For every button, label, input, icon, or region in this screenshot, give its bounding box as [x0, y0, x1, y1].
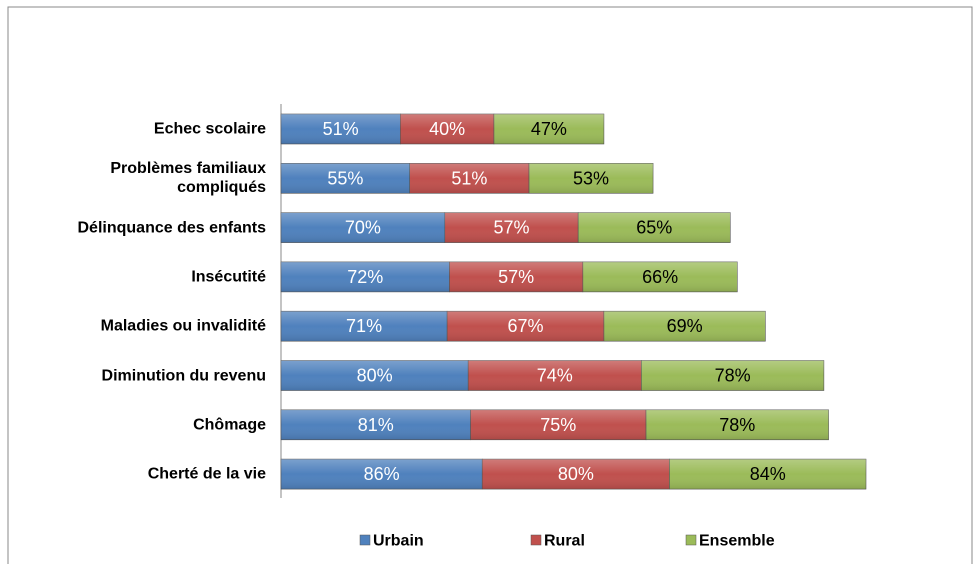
frame	[7, 6, 973, 564]
bar-shade	[400, 114, 494, 144]
value-label: 70%	[345, 218, 381, 238]
category-label: Maladies ou invalidité	[100, 317, 266, 335]
bar-shade	[669, 459, 866, 490]
bar-shade	[281, 360, 469, 391]
bar-shade	[281, 459, 483, 490]
value-label: 40%	[429, 119, 465, 139]
bar-shade	[281, 212, 445, 243]
value-label: 80%	[357, 366, 393, 386]
legend-label: Urbain	[373, 533, 424, 550]
category-label: Diminution du revenu	[101, 367, 266, 384]
bar-shade	[281, 261, 450, 292]
value-label: 75%	[540, 415, 576, 435]
bar-shade	[603, 311, 766, 342]
value-label: 81%	[358, 415, 394, 435]
value-label: 78%	[719, 415, 755, 435]
category-label: Chômage	[193, 416, 266, 434]
value-label: 67%	[508, 316, 544, 336]
legend-swatch	[530, 534, 542, 546]
bar-shade	[468, 360, 642, 391]
bar-shade	[281, 409, 471, 440]
value-label: 80%	[558, 464, 594, 484]
bar-shade	[444, 212, 579, 243]
bar-shade	[409, 163, 530, 194]
value-label: 51%	[451, 168, 487, 188]
legend-label: Rural	[544, 533, 585, 550]
bar-shade	[641, 360, 824, 391]
value-label: 53%	[573, 168, 609, 188]
value-label: 86%	[364, 464, 400, 484]
value-label: 72%	[347, 267, 383, 287]
bar-shade	[281, 114, 401, 144]
value-label: 84%	[750, 464, 786, 484]
legend-swatch	[685, 534, 697, 546]
value-label: 47%	[531, 119, 567, 139]
category-label: Insécutité	[191, 268, 266, 286]
value-label: 57%	[493, 218, 529, 238]
category-label: Echec scolaire	[153, 120, 266, 138]
value-label: 69%	[667, 316, 703, 336]
bar-shade	[470, 409, 647, 440]
value-label: 66%	[642, 267, 678, 287]
legend-swatch	[359, 534, 371, 546]
value-label: 51%	[323, 119, 359, 139]
value-label: 74%	[537, 366, 573, 386]
legend-label: Ensemble	[699, 533, 775, 550]
bar-shade	[281, 163, 410, 194]
value-label: 71%	[346, 316, 382, 336]
value-label: 57%	[498, 267, 534, 287]
category-label: Cherté de la vie	[147, 465, 266, 483]
bar-shade	[281, 311, 448, 342]
bar-shade	[582, 261, 738, 292]
bar-shade	[493, 114, 604, 144]
bar-shade	[529, 163, 654, 194]
bar-shade	[447, 311, 604, 342]
category-label: Délinquance des enfants	[77, 219, 267, 237]
bar-shade	[449, 261, 583, 292]
bar-shade	[578, 212, 731, 243]
value-label: 55%	[327, 168, 363, 188]
value-label: 65%	[636, 218, 672, 238]
category-label: Problèmes familiaux compliqués	[110, 160, 266, 197]
bar-shade	[482, 459, 670, 490]
value-label: 78%	[715, 366, 751, 386]
bar-shade	[646, 409, 829, 440]
